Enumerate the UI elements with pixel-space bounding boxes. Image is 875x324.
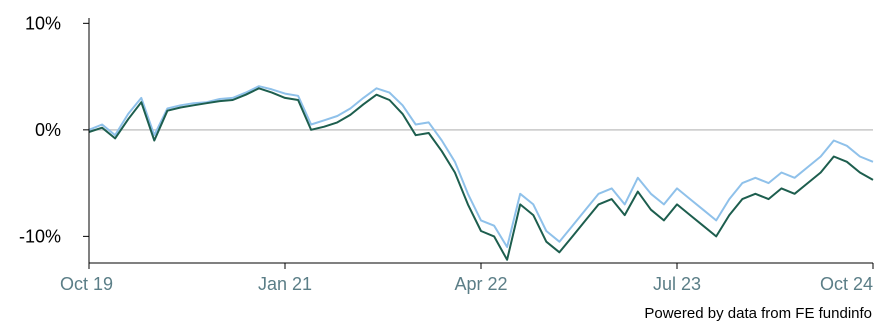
x-tick-label: Apr 22 xyxy=(454,274,507,294)
y-tick-label: 0% xyxy=(35,120,61,140)
x-tick-label: Oct 24 xyxy=(820,274,873,294)
credit-text: Powered by data from FE fundinfo xyxy=(644,305,872,322)
x-tick-label: Jan 21 xyxy=(258,274,312,294)
series-line-1 xyxy=(88,85,874,248)
y-tick-label: 10% xyxy=(25,13,61,33)
x-tick-label: Jul 23 xyxy=(653,274,701,294)
x-tick-label: Oct 19 xyxy=(60,274,113,294)
y-tick-label: -10% xyxy=(19,226,61,246)
series-line-2 xyxy=(88,87,874,261)
